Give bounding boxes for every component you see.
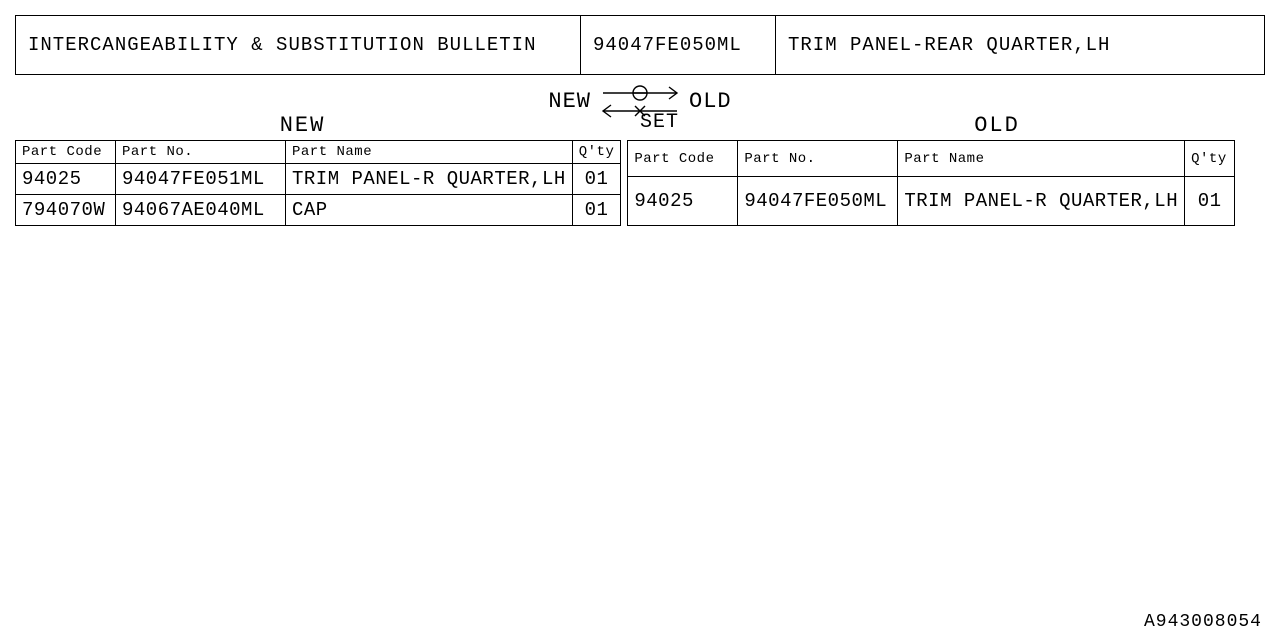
col-part-code: Part Code xyxy=(628,141,738,177)
legend-old-label: OLD xyxy=(689,89,732,114)
table-header-row: Part Code Part No. Part Name Q'ty xyxy=(16,141,621,164)
section-new-label: NEW xyxy=(15,113,640,138)
table-header-row: Part Code Part No. Part Name Q'ty xyxy=(628,141,1235,177)
cell-part-code: 94025 xyxy=(628,177,738,226)
bulletin-title: INTERCANGEABILITY & SUBSTITUTION BULLETI… xyxy=(16,16,581,74)
bulletin-partno: 94047FE050ML xyxy=(581,16,776,74)
table-row: 794070W 94067AE040ML CAP 01 xyxy=(16,195,621,226)
table-row: 94025 94047FE050ML TRIM PANEL-R QUARTER,… xyxy=(628,177,1235,226)
cell-part-code: 94025 xyxy=(16,164,116,195)
document-code: A943008054 xyxy=(1144,612,1262,632)
cell-part-code: 794070W xyxy=(16,195,116,226)
col-part-name: Part Name xyxy=(286,141,573,164)
col-qty: Q'ty xyxy=(1185,141,1235,177)
col-qty: Q'ty xyxy=(572,141,621,164)
parts-tables: Part Code Part No. Part Name Q'ty 94025 … xyxy=(15,140,1265,226)
col-part-name: Part Name xyxy=(898,141,1185,177)
cell-part-no: 94067AE040ML xyxy=(116,195,286,226)
legend-set-label: SET xyxy=(640,111,679,138)
cell-part-name: CAP xyxy=(286,195,573,226)
bulletin-partname: TRIM PANEL-REAR QUARTER,LH xyxy=(776,16,1264,74)
cell-qty: 01 xyxy=(572,164,621,195)
new-parts-table: Part Code Part No. Part Name Q'ty 94025 … xyxy=(15,140,621,226)
cell-part-name: TRIM PANEL-R QUARTER,LH xyxy=(286,164,573,195)
legend-new-label: NEW xyxy=(548,89,591,114)
cell-part-no: 94047FE051ML xyxy=(116,164,286,195)
col-part-no: Part No. xyxy=(116,141,286,164)
bulletin-header: INTERCANGEABILITY & SUBSTITUTION BULLETI… xyxy=(15,15,1265,75)
col-part-code: Part Code xyxy=(16,141,116,164)
cell-qty: 01 xyxy=(1185,177,1235,226)
cell-part-no: 94047FE050ML xyxy=(738,177,898,226)
section-titles: NEW SET OLD xyxy=(15,113,1265,138)
cell-part-name: TRIM PANEL-R QUARTER,LH xyxy=(898,177,1185,226)
cell-qty: 01 xyxy=(572,195,621,226)
table-row: 94025 94047FE051ML TRIM PANEL-R QUARTER,… xyxy=(16,164,621,195)
section-old-label: OLD xyxy=(679,113,1265,138)
old-parts-table: Part Code Part No. Part Name Q'ty 94025 … xyxy=(627,140,1235,226)
col-part-no: Part No. xyxy=(738,141,898,177)
